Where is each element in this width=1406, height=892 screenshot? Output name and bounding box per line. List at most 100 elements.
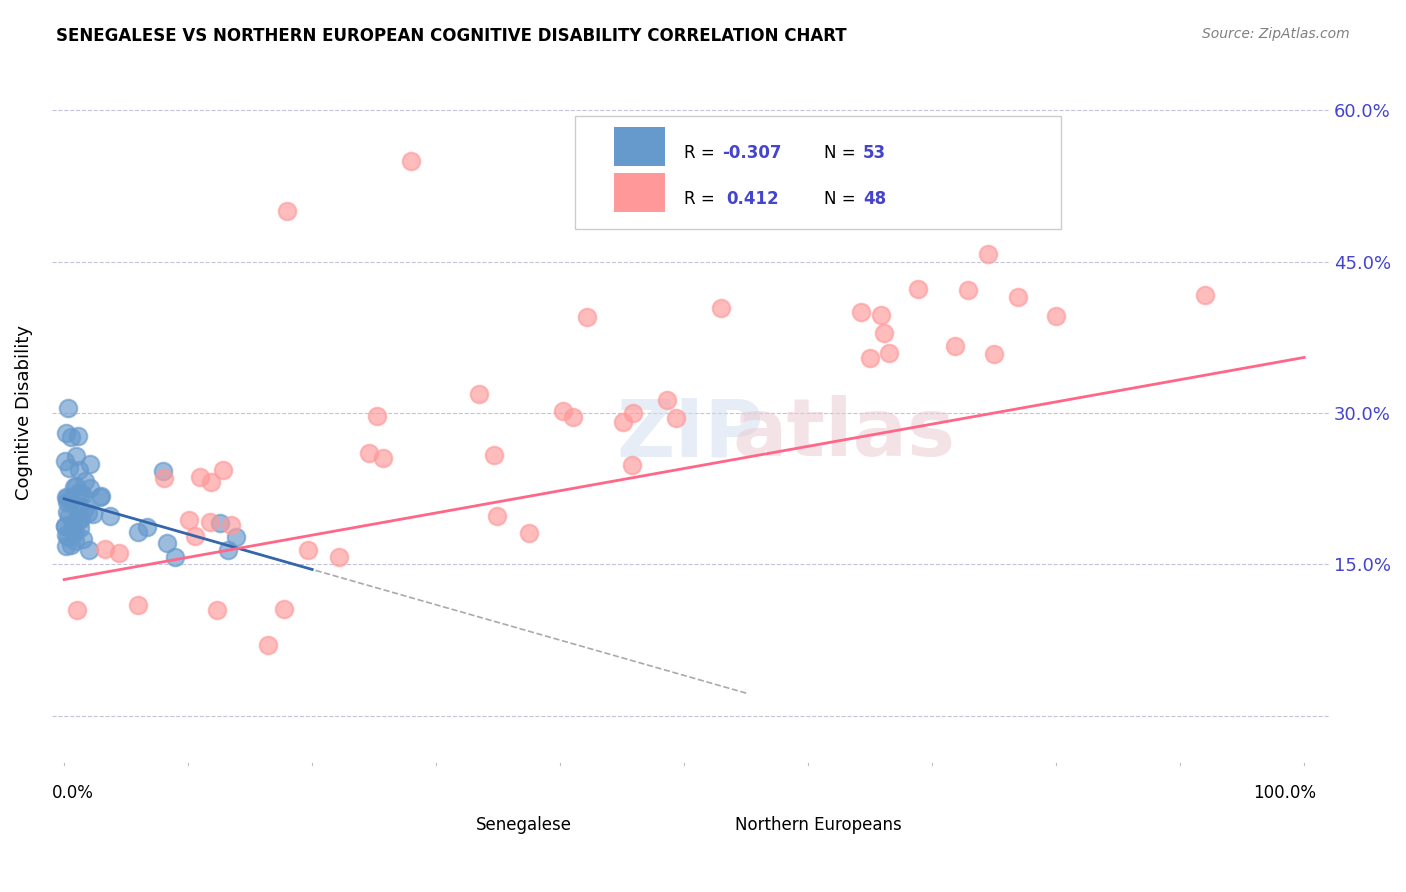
- Point: [55, 454, 77, 468]
- Point: [177, 513, 200, 527]
- Point: [55, 539, 77, 553]
- Point: [873, 326, 896, 340]
- Point: [65, 449, 87, 463]
- Point: [127, 524, 149, 539]
- Point: [553, 404, 575, 418]
- Point: [184, 529, 207, 543]
- Point: [468, 387, 491, 401]
- Point: [60, 430, 83, 444]
- Point: [219, 517, 242, 532]
- Point: [65, 478, 87, 492]
- Text: Source: ZipAtlas.com: Source: ZipAtlas.com: [1202, 27, 1350, 41]
- Point: [56, 401, 79, 415]
- Point: [55, 426, 77, 441]
- Point: [1045, 310, 1067, 324]
- Point: [366, 409, 388, 423]
- Point: [155, 535, 177, 549]
- Point: [98, 508, 121, 523]
- Point: [907, 282, 929, 296]
- Point: [710, 301, 733, 315]
- Bar: [728, 795, 761, 813]
- Point: [79, 457, 101, 471]
- Point: [273, 602, 295, 616]
- Point: [357, 446, 380, 460]
- Bar: [614, 127, 665, 166]
- Point: [56, 505, 79, 519]
- Point: [401, 153, 423, 168]
- Point: [67, 463, 90, 477]
- Point: [58, 508, 80, 523]
- Text: atlas: atlas: [733, 395, 955, 473]
- Text: R =: R =: [683, 190, 725, 209]
- Point: [63, 480, 86, 494]
- Point: [212, 463, 235, 477]
- Text: ZIP: ZIP: [617, 395, 763, 473]
- Point: [655, 392, 678, 407]
- Point: [1007, 290, 1029, 304]
- Text: 0.412: 0.412: [725, 190, 779, 209]
- FancyBboxPatch shape: [575, 116, 1060, 229]
- Point: [72, 488, 94, 502]
- Point: [257, 638, 280, 652]
- Point: [108, 546, 131, 560]
- Point: [56, 491, 79, 505]
- Point: [135, 520, 157, 534]
- Point: [56, 530, 79, 544]
- Point: [870, 308, 893, 322]
- Point: [55, 528, 77, 542]
- Text: 48: 48: [863, 190, 886, 209]
- Point: [276, 204, 298, 219]
- Point: [62, 520, 84, 534]
- Point: [67, 486, 90, 500]
- Text: 53: 53: [863, 145, 886, 162]
- Point: [562, 410, 585, 425]
- Text: -0.307: -0.307: [723, 145, 782, 162]
- Point: [79, 482, 101, 496]
- Point: [66, 429, 89, 443]
- Point: [943, 339, 966, 353]
- Point: [90, 489, 112, 503]
- Point: [66, 602, 89, 616]
- Point: [63, 525, 86, 540]
- Point: [55, 518, 77, 533]
- Point: [70, 512, 93, 526]
- Point: [198, 515, 221, 529]
- Point: [152, 471, 174, 485]
- Point: [58, 461, 80, 475]
- Point: [94, 542, 117, 557]
- Y-axis label: Cognitive Disability: Cognitive Disability: [15, 326, 32, 500]
- Point: [621, 458, 644, 472]
- Point: [67, 500, 90, 514]
- Point: [63, 499, 86, 513]
- Point: [73, 501, 96, 516]
- Point: [486, 508, 509, 523]
- Bar: [434, 795, 467, 813]
- Text: N =: N =: [824, 190, 862, 209]
- Text: SENEGALESE VS NORTHERN EUROPEAN COGNITIVE DISABILITY CORRELATION CHART: SENEGALESE VS NORTHERN EUROPEAN COGNITIV…: [56, 27, 846, 45]
- Point: [127, 598, 149, 612]
- Point: [877, 345, 900, 359]
- Point: [576, 310, 599, 324]
- Point: [77, 543, 100, 558]
- Text: 100.0%: 100.0%: [1254, 784, 1316, 803]
- Text: Northern Europeans: Northern Europeans: [735, 816, 901, 834]
- Point: [977, 247, 1000, 261]
- Point: [59, 538, 82, 552]
- Point: [1194, 288, 1216, 302]
- Bar: [614, 173, 665, 211]
- Point: [664, 410, 686, 425]
- Point: [62, 516, 84, 531]
- Text: Senegalese: Senegalese: [477, 816, 572, 834]
- Point: [82, 507, 104, 521]
- Point: [225, 530, 247, 544]
- Point: [72, 532, 94, 546]
- Point: [163, 550, 186, 565]
- Point: [89, 490, 111, 504]
- Point: [67, 512, 90, 526]
- Point: [69, 487, 91, 501]
- Point: [373, 450, 395, 465]
- Point: [517, 526, 540, 541]
- Point: [63, 533, 86, 548]
- Point: [55, 490, 77, 504]
- Point: [217, 542, 239, 557]
